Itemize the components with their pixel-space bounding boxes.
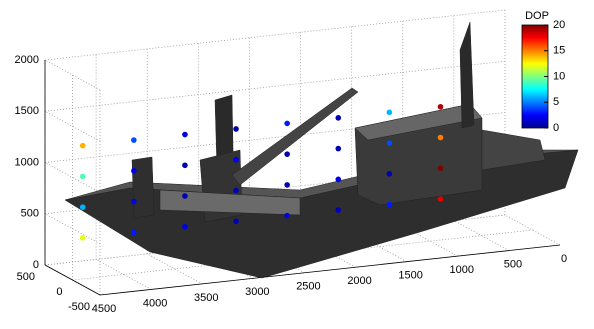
data-point bbox=[131, 230, 137, 236]
data-point bbox=[131, 199, 137, 205]
y-tick-label: -500 bbox=[68, 301, 90, 313]
x-tick-label: 0 bbox=[561, 253, 567, 265]
chart: 0500100015002000050010001500200025003000… bbox=[0, 0, 594, 329]
data-point bbox=[335, 177, 341, 183]
colorbar-title: DOP bbox=[525, 10, 549, 22]
ship bbox=[65, 22, 578, 278]
data-point bbox=[284, 182, 290, 188]
data-point bbox=[438, 196, 444, 202]
x-tick-label: 3000 bbox=[245, 286, 269, 298]
data-point bbox=[233, 157, 239, 163]
x-tick-label: 1000 bbox=[450, 264, 474, 276]
x-tick-label: 1500 bbox=[398, 270, 422, 282]
data-point bbox=[438, 165, 444, 171]
data-point bbox=[284, 121, 290, 127]
data-point bbox=[131, 168, 137, 174]
data-point bbox=[233, 218, 239, 224]
data-point bbox=[233, 188, 239, 194]
data-point bbox=[182, 193, 188, 199]
x-tick-label: 3500 bbox=[194, 292, 218, 304]
data-point bbox=[182, 132, 188, 138]
data-point bbox=[284, 213, 290, 219]
data-point bbox=[131, 137, 137, 143]
z-tick-label: 500 bbox=[21, 208, 39, 220]
x-tick-label: 500 bbox=[504, 258, 522, 270]
x-tick-label: 4500 bbox=[92, 303, 116, 315]
data-point bbox=[387, 202, 393, 208]
colorbar-tick-label: 20 bbox=[553, 19, 565, 31]
data-point bbox=[335, 115, 341, 121]
data-point bbox=[182, 224, 188, 230]
z-tick-label: 2000 bbox=[15, 54, 39, 66]
data-point bbox=[80, 204, 86, 210]
z-tick-label: 0 bbox=[33, 259, 39, 271]
z-tick-label: 1000 bbox=[15, 156, 39, 168]
data-point bbox=[182, 162, 188, 168]
data-point bbox=[284, 151, 290, 157]
data-point bbox=[335, 146, 341, 152]
grid-line bbox=[45, 10, 505, 60]
z-tick-label: 1500 bbox=[15, 105, 39, 117]
data-point bbox=[438, 135, 444, 141]
x-tick-label: 2000 bbox=[347, 275, 371, 287]
colorbar-tick-label: 5 bbox=[553, 96, 559, 108]
x-tick-label: 4000 bbox=[143, 297, 167, 309]
data-point bbox=[387, 140, 393, 146]
axis-line bbox=[45, 265, 100, 295]
y-tick-label: 0 bbox=[56, 286, 62, 298]
data-point bbox=[387, 171, 393, 177]
grid-line bbox=[45, 61, 505, 111]
colorbar-tick-label: 0 bbox=[553, 122, 559, 134]
data-point bbox=[80, 143, 86, 149]
colorbar-tick-label: 10 bbox=[553, 70, 565, 82]
colorbar-tick-label: 15 bbox=[553, 45, 565, 57]
data-point bbox=[335, 207, 341, 213]
data-point bbox=[387, 110, 393, 116]
data-point bbox=[233, 126, 239, 132]
x-tick-label: 2500 bbox=[296, 281, 320, 293]
data-point bbox=[80, 174, 86, 180]
data-point bbox=[80, 235, 86, 241]
y-tick-label: 500 bbox=[17, 271, 35, 283]
data-point bbox=[438, 104, 444, 110]
